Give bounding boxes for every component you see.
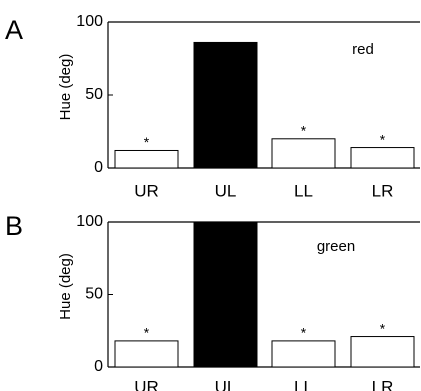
panel-b-ytick-label-50: 50 <box>85 286 103 303</box>
panel-b-category-label-ur: UR <box>134 377 159 391</box>
panel-b-bar-ll <box>271 340 336 368</box>
panel-a-significance-star-ll: * <box>301 123 307 139</box>
panel-a-condition-label: red <box>352 41 374 58</box>
panel-b-ytick-label-0: 0 <box>94 358 103 375</box>
panel-b-letter: B <box>5 211 23 241</box>
panel-b-condition-label: green <box>317 238 355 255</box>
panel-a-category-label-lr: LR <box>372 181 394 200</box>
panel-a-y-axis-label: Hue (deg) <box>57 54 74 121</box>
panel-b-category-label-ll: LL <box>294 377 313 391</box>
panel-a-category-label-ul: UL <box>215 181 237 200</box>
panel-a-letter: A <box>5 15 23 45</box>
panel-a-category-label-ll: LL <box>294 181 313 200</box>
panel-a-category-label-ur: UR <box>134 181 159 200</box>
panel-a-significance-star-lr: * <box>380 131 386 147</box>
panel-a-bar-ur <box>114 149 179 169</box>
panel-b-y-axis-label: Hue (deg) <box>57 253 74 320</box>
panel-b-bar-lr <box>350 336 415 368</box>
panel-a-bar-ul <box>193 41 258 169</box>
panel-a-ytick-label-50: 50 <box>85 86 103 103</box>
panel-b-category-label-ul: UL <box>215 377 237 391</box>
panel-b-significance-star-ur: * <box>144 325 150 341</box>
panel-b-bar-ul <box>193 221 258 368</box>
panel-a-ytick-label-0: 0 <box>94 159 103 176</box>
panel-a-ytick-label-100: 100 <box>76 13 103 30</box>
panel-b-category-label-lr: LR <box>372 377 394 391</box>
panel-a-bar-lr <box>350 147 415 169</box>
panel-a-bar-ll <box>271 138 336 169</box>
panel-b-bar-ur <box>114 340 179 368</box>
panel-b-significance-star-ll: * <box>301 325 307 341</box>
panel-b-ytick-label-100: 100 <box>76 213 103 230</box>
panel-a-significance-star-ur: * <box>144 134 150 150</box>
panel-b-significance-star-lr: * <box>380 320 386 336</box>
